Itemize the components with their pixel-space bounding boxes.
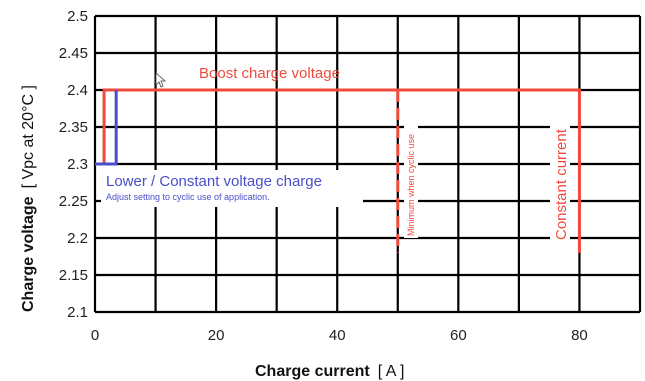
minimum-label-bg — [404, 92, 418, 238]
y-tick-label: 2.3 — [67, 156, 88, 173]
annotations: Boost charge voltage Lower / Constant vo… — [101, 65, 570, 242]
cursor-arrow-icon — [155, 72, 167, 88]
minimum-label: Minimum when cyclic use — [406, 134, 416, 236]
y-tick-label: 2.1 — [67, 304, 88, 321]
y-tick-label: 2.5 — [67, 8, 88, 25]
lower-label-subtitle: Adjust setting to cyclic use of applicat… — [106, 192, 270, 202]
x-axis-title: Charge current — [255, 363, 370, 380]
y-tick-label: 2.15 — [59, 267, 88, 284]
y-tick-labels: 2.1 2.15 2.2 2.25 2.3 2.35 2.4 2.45 2.5 — [59, 8, 88, 321]
y-tick-label: 2.4 — [67, 82, 88, 99]
constant-label-bg — [550, 108, 570, 242]
x-tick-labels: 0 20 40 60 80 — [91, 327, 588, 344]
y-tick-label: 2.35 — [59, 119, 88, 136]
y-axis-unit: [ Vpc at 20°C ] — [20, 85, 37, 188]
y-axis-title: Charge voltage — [20, 196, 37, 312]
x-tick-label: 60 — [450, 327, 467, 344]
lower-label-bg — [101, 170, 363, 207]
constant-label: Constant current — [553, 128, 570, 240]
x-tick-label: 20 — [208, 327, 225, 344]
x-tick-label: 0 — [91, 327, 99, 344]
x-axis-unit: [ A ] — [378, 363, 405, 380]
x-axis-label: Charge current [ A ] — [255, 363, 404, 380]
series-layer — [95, 88, 581, 253]
lower-constant-voltage-charge-line — [95, 90, 118, 166]
x-tick-label: 40 — [329, 327, 346, 344]
lower-label-title: Lower / Constant voltage charge — [106, 173, 322, 190]
y-tick-label: 2.25 — [59, 193, 88, 210]
boost-charge-voltage-line — [102, 88, 581, 253]
x-tick-label: 80 — [571, 327, 588, 344]
y-tick-label: 2.45 — [59, 45, 88, 62]
y-axis-label: Charge voltage [ Vpc at 20°C ] — [20, 85, 37, 312]
boost-label: Boost charge voltage — [199, 65, 340, 82]
y-tick-label: 2.2 — [67, 230, 88, 247]
